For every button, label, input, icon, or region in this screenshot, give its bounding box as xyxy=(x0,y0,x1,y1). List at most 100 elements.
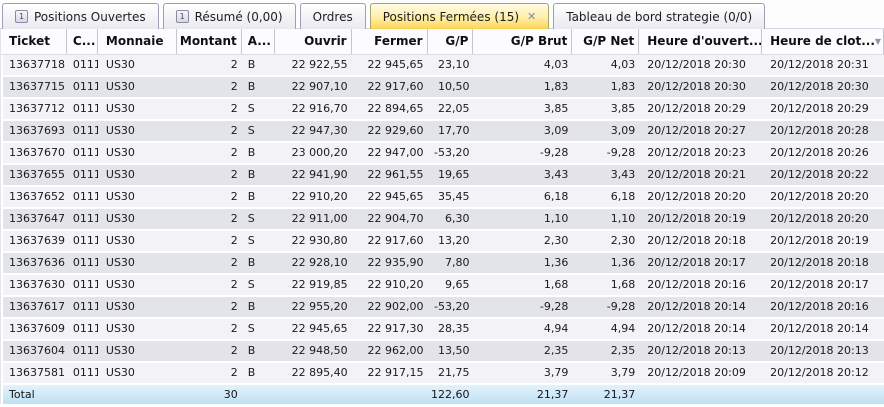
cell-gp_brut: 1,68 xyxy=(543,278,569,291)
tab-label: Ordres xyxy=(312,9,353,24)
tab-ordres[interactable]: Ordres xyxy=(299,3,366,29)
cell-h_clot: 20/12/2018 20:20 xyxy=(770,190,869,203)
table-row[interactable]: 13637715 0111 US30 2 B 22 907,10 22 917,60 10,5… xyxy=(3,77,884,99)
cell-h_ouv: 20/12/2018 20:21 xyxy=(647,168,746,181)
table-row[interactable]: 13637670 0111 US30 2 B 23 000,20 22 947,00 -53,… xyxy=(3,143,884,165)
total-code xyxy=(67,385,98,404)
total-fermer xyxy=(352,385,428,404)
tab-bar: 1 Positions Ouvertes 1 Résumé (0,00) Ordres P… xyxy=(0,0,884,29)
close-icon[interactable]: ✕ xyxy=(527,10,537,23)
total-h_ouv xyxy=(639,385,762,404)
column-header-gp_net[interactable]: G/P Net xyxy=(572,29,640,54)
table-row[interactable]: 13637712 0111 US30 2 S 22 916,70 22 894,65 22,0… xyxy=(3,99,884,121)
numbered-window-icon: 1 xyxy=(175,10,189,23)
cell-gp: 7,80 xyxy=(444,256,470,269)
cell-ticket: 13637581 xyxy=(9,366,65,379)
cell-monnaie: US30 xyxy=(105,366,135,379)
cell-monnaie: US30 xyxy=(105,146,135,159)
cell-gp_brut: -9,28 xyxy=(539,300,569,313)
cell-gp: 22,05 xyxy=(437,102,470,115)
column-header-code[interactable]: C... xyxy=(67,29,98,54)
tab-r-sum-0-00[interactable]: 1 Résumé (0,00) xyxy=(162,3,296,29)
cell-h_ouv: 20/12/2018 20:17 xyxy=(647,256,746,269)
cell-gp: 35,45 xyxy=(437,190,470,203)
cell-gp_brut: 1,83 xyxy=(543,80,569,93)
cell-h_clot: 20/12/2018 20:30 xyxy=(770,80,869,93)
column-header-gp_brut[interactable]: G/P Brut xyxy=(473,29,573,54)
total-h_clot xyxy=(762,385,884,404)
cell-fermer: 22 945,65 xyxy=(367,190,424,203)
tab-positions-ouvertes[interactable]: 1 Positions Ouvertes xyxy=(2,3,159,29)
cell-fermer: 22 961,55 xyxy=(367,168,424,181)
cell-code: 0111 xyxy=(72,212,98,225)
cell-code: 0111 xyxy=(72,190,98,203)
cell-ticket: 13637655 xyxy=(9,168,65,181)
cell-achat: B xyxy=(247,58,256,71)
total-achat xyxy=(242,385,275,404)
column-header-ouvrir[interactable]: Ouvrir xyxy=(275,29,352,54)
total-ticket: Total xyxy=(9,388,35,401)
table-row[interactable]: 13637581 0111 US30 2 B 22 895,40 22 917,15 21,7… xyxy=(3,363,884,385)
table-row[interactable]: 13637639 0111 US30 2 S 22 930,80 22 917,60 13,2… xyxy=(3,231,884,253)
cell-h_clot: 20/12/2018 20:19 xyxy=(770,234,869,247)
table-row[interactable]: 13637604 0111 US30 2 B 22 948,50 22 962,00 13,5… xyxy=(3,341,884,363)
table-row[interactable]: 13637652 0111 US30 2 B 22 910,20 22 945,65 35,4… xyxy=(3,187,884,209)
table-row[interactable]: 13637693 0111 US30 2 S 22 947,30 22 929,60 17,7… xyxy=(3,121,884,143)
cell-gp_net: 3,85 xyxy=(610,102,636,115)
cell-h_clot: 20/12/2018 20:13 xyxy=(770,344,869,357)
column-header-achat[interactable]: A... xyxy=(242,29,275,54)
cell-gp: 6,30 xyxy=(444,212,470,225)
column-header-monnaie[interactable]: Monnaie xyxy=(98,29,177,54)
cell-code: 0111 xyxy=(72,124,98,137)
cell-gp: 13,50 xyxy=(437,344,470,357)
cell-achat: S xyxy=(247,102,255,115)
tab-tableau-de-bord-strategie-0-0[interactable]: Tableau de bord strategie (0/0) xyxy=(553,3,766,29)
cell-ouvrir: 22 947,30 xyxy=(291,124,348,137)
numbered-window-icon: 1 xyxy=(15,10,28,23)
cell-ouvrir: 22 919,85 xyxy=(291,278,348,291)
column-menu-dropdown-icon[interactable]: ▼ xyxy=(874,37,881,46)
table-row[interactable]: 13637609 0111 US30 2 S 22 945,65 22 917,30 28,3… xyxy=(3,319,884,341)
column-header-montant[interactable]: Montant xyxy=(177,29,242,54)
cell-ouvrir: 22 907,10 xyxy=(291,80,348,93)
table-row[interactable]: 13637655 0111 US30 2 B 22 941,90 22 961,55 19,6… xyxy=(3,165,884,187)
cell-gp: 19,65 xyxy=(437,168,470,181)
cell-gp_brut: 3,43 xyxy=(543,168,569,181)
cell-montant: 2 xyxy=(230,300,238,313)
cell-h_clot: 20/12/2018 20:28 xyxy=(770,124,869,137)
tab-positions-ferm-es-15[interactable]: Positions Fermées (15) ✕ xyxy=(369,3,550,29)
cell-montant: 2 xyxy=(230,366,238,379)
table-row[interactable]: 13637636 0111 US30 2 B 22 928,10 22 935,90 7,80… xyxy=(3,253,884,275)
cell-h_ouv: 20/12/2018 20:13 xyxy=(647,344,746,357)
cell-h_ouv: 20/12/2018 20:18 xyxy=(647,234,746,247)
table-row[interactable]: 13637647 0111 US30 2 S 22 911,00 22 904,70 6,30… xyxy=(3,209,884,231)
cell-ticket: 13637718 xyxy=(9,58,65,71)
cell-h_clot: 20/12/2018 20:26 xyxy=(770,146,869,159)
column-header-h_clot[interactable]: Heure de clot... xyxy=(762,29,884,54)
cell-ouvrir: 22 916,70 xyxy=(291,102,348,115)
column-header-h_ouv[interactable]: Heure d'ouvert... xyxy=(639,29,763,54)
cell-monnaie: US30 xyxy=(105,102,135,115)
cell-gp: -53,20 xyxy=(433,300,470,313)
cell-h_clot: 20/12/2018 20:16 xyxy=(770,300,869,313)
cell-ouvrir: 22 910,20 xyxy=(291,190,348,203)
cell-gp_net: 1,10 xyxy=(610,212,636,225)
cell-gp_brut: 2,30 xyxy=(543,234,569,247)
cell-gp: 23,10 xyxy=(437,58,470,71)
cell-ticket: 13637617 xyxy=(9,300,65,313)
cell-montant: 2 xyxy=(230,344,238,357)
table-row[interactable]: 13637617 0111 US30 2 B 22 955,20 22 902,00 -53,… xyxy=(3,297,884,319)
cell-ouvrir: 22 948,50 xyxy=(291,344,348,357)
cell-monnaie: US30 xyxy=(105,212,135,225)
column-header-ticket[interactable]: Ticket xyxy=(3,29,67,54)
cell-achat: B xyxy=(247,146,256,159)
table-row[interactable]: 13637630 0111 US30 2 S 22 919,85 22 910,20 9,65… xyxy=(3,275,884,297)
cell-gp_net: 3,79 xyxy=(610,366,636,379)
cell-gp_brut: -9,28 xyxy=(539,146,569,159)
cell-h_clot: 20/12/2018 20:18 xyxy=(770,256,869,269)
column-header-gp[interactable]: G/P xyxy=(428,29,474,54)
cell-ouvrir: 22 928,10 xyxy=(291,256,348,269)
column-header-fermer[interactable]: Fermer xyxy=(352,29,428,54)
table-row[interactable]: 13637718 0111 US30 2 B 22 922,55 22 945,65 23,1… xyxy=(3,55,884,77)
